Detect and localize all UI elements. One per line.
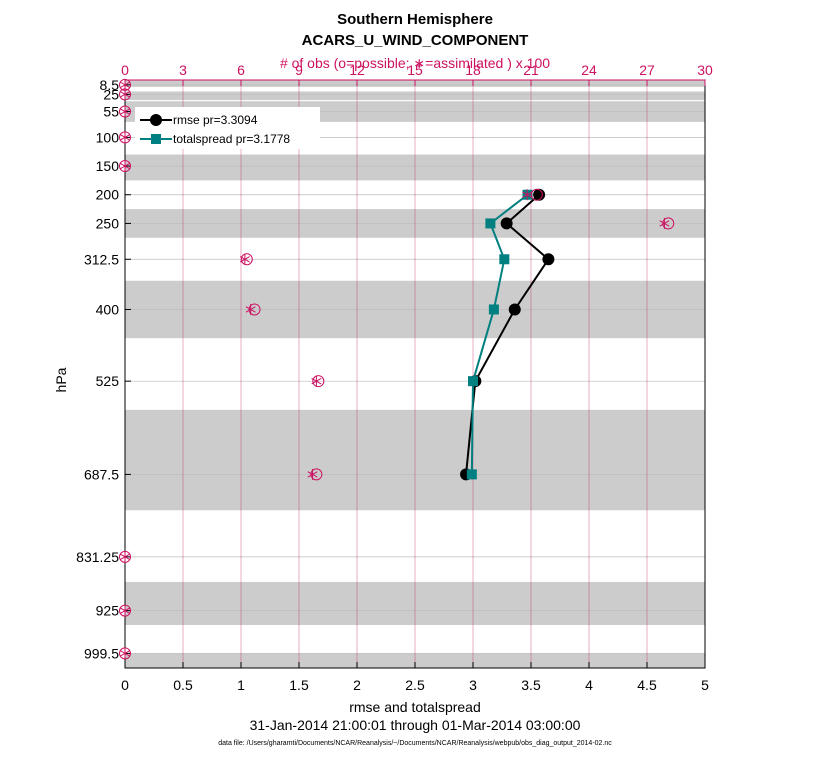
top-tick-label-6: 18 <box>465 62 481 78</box>
axes: 0 0.5 1 1.5 2 2.5 3 3.5 4 4.5 5 0 3 6 9 12 15 18 21 24 27 30 8… <box>76 62 713 693</box>
obs-assimilated-7 <box>239 253 250 265</box>
obs-assimilated-3 <box>119 131 131 143</box>
data-file-path: data file: /Users/gharamti/Documents/NCA… <box>218 740 612 747</box>
x-tick-label-6: 3 <box>469 677 477 693</box>
chart-title: Southern Hemisphere <box>337 11 493 28</box>
y-tick-label-9: 525 <box>96 373 120 389</box>
series-line-1 <box>470 193 529 475</box>
chart-subtitle: ACARS_U_WIND_COMPONENT <box>302 32 529 49</box>
top-tick-label-4: 12 <box>349 62 365 78</box>
series-1-point-5 <box>466 469 477 480</box>
y-tick-label-13: 999.5 <box>84 645 119 661</box>
obs-possible-7 <box>240 253 253 266</box>
y-tick-label-0: 8.5 <box>100 77 120 93</box>
obs-possible-5 <box>530 188 543 201</box>
top-tick-label-0: 0 <box>121 62 129 78</box>
top-tick-label-8: 24 <box>581 62 597 78</box>
series-0-point-0 <box>533 188 546 201</box>
obs-assimilated-0 <box>119 79 131 91</box>
obs-assimilated-9 <box>311 375 322 387</box>
y-tick-label-3: 100 <box>96 129 120 145</box>
top-tick-label-2: 6 <box>237 62 245 78</box>
top-tick-label-5: 15 <box>407 62 423 78</box>
top-tick-label-7: 21 <box>523 62 539 78</box>
obs-assimilated-1 <box>119 88 131 100</box>
obs-possible-10 <box>310 468 323 481</box>
x-tick-label-8: 4 <box>585 677 593 693</box>
top-tick-label-1: 3 <box>179 62 187 78</box>
series-1-point-1 <box>485 218 496 229</box>
y-tick-label-6: 250 <box>96 215 120 231</box>
obs-assimilated-12 <box>119 605 131 617</box>
obs-possible-9 <box>312 375 325 388</box>
legend-spread-marker <box>151 134 161 144</box>
legend-spread-label: totalspread pr=3.1778 <box>173 132 290 146</box>
y-tick-label-4: 150 <box>96 158 120 174</box>
series-1-point-2 <box>499 254 510 265</box>
x-tick-label-1: 0.5 <box>173 677 193 693</box>
date-range: 31-Jan-2014 21:00:01 through 01-Mar-2014… <box>250 717 581 733</box>
obs-possible-8 <box>248 303 261 316</box>
x-tick-label-2: 1 <box>237 677 245 693</box>
legend: rmse pr=3.3094 totalspread pr=3.1778 <box>135 107 320 149</box>
series-0-point-3 <box>508 303 521 316</box>
x-tick-label-7: 3.5 <box>521 677 541 693</box>
y-tick-label-8: 400 <box>96 301 120 317</box>
x-tick-label-3: 1.5 <box>289 677 309 693</box>
x-tick-label-0: 0 <box>121 677 129 693</box>
y-tick-label-10: 687.5 <box>84 466 119 482</box>
obs-count-markers <box>119 78 675 660</box>
x-tick-label-5: 2.5 <box>405 677 425 693</box>
series-1-point-3 <box>488 304 499 315</box>
legend-rmse-marker <box>150 114 162 126</box>
obs-possible-6 <box>662 217 675 230</box>
y-tick-label-7: 312.5 <box>84 251 119 267</box>
y-axis-title: hPa <box>53 367 69 392</box>
obs-assimilated-4 <box>119 160 131 172</box>
y-tick-label-5: 200 <box>96 187 120 203</box>
top-axis-title: # of obs (o=possible; ∗=assimilated ) x … <box>280 55 550 71</box>
obs-assimilated-11 <box>119 551 131 563</box>
series-lines <box>460 188 555 481</box>
series-1-point-4 <box>468 376 478 387</box>
obs-assimilated-6 <box>659 217 670 229</box>
y-tick-label-1: 25 <box>103 86 119 102</box>
legend-rmse-label: rmse pr=3.3094 <box>173 113 258 127</box>
x-tick-label-9: 4.5 <box>637 677 657 693</box>
top-tick-label-9: 27 <box>639 62 655 78</box>
legend-box <box>135 107 320 149</box>
y-tick-label-2: 55 <box>103 104 119 120</box>
x-tick-label-10: 5 <box>701 677 709 693</box>
series-0-point-2 <box>542 253 555 266</box>
obs-assimilated-13 <box>119 647 131 659</box>
obs-assimilated-10 <box>307 468 318 480</box>
obs-assimilated-2 <box>119 106 131 118</box>
top-tick-label-3: 9 <box>295 62 303 78</box>
y-tick-label-11: 831.25 <box>76 549 119 565</box>
obs-assimilated-5 <box>522 189 533 201</box>
y-tick-label-12: 925 <box>96 603 120 619</box>
series-0-point-1 <box>500 217 513 230</box>
x-tick-label-4: 2 <box>353 677 361 693</box>
x-axis-title: rmse and totalspread <box>349 699 481 715</box>
top-tick-label-10: 30 <box>697 62 713 78</box>
obs-assimilated-8 <box>245 303 256 315</box>
